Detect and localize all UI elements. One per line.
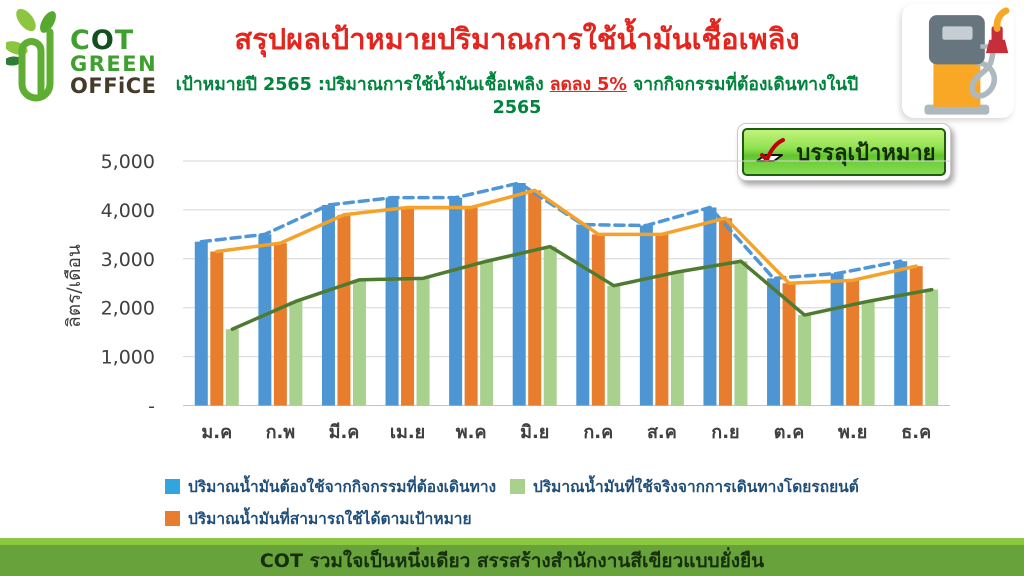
bar-ก.ย-s2 [734,261,748,406]
bar-ธ.ค-s0 [894,261,908,406]
legend-item-required: ปริมาณน้ำมันต้องใช้จากกิจกรรมที่ต้องเดิน… [165,474,510,499]
page-title: สรุปผลเป้าหมายปริมาณการใช้น้ำมันเชื้อเพล… [234,22,800,56]
subtitle-suffix: จากกิจกรรมที่ต้องเดินทางในปี 2565 [492,75,859,118]
bar-ก.ย-s0 [703,207,717,406]
x-tick-label: ก.ค [583,422,613,443]
bar-เม.ย-s0 [385,197,399,406]
footer-accent-strip [0,538,1024,545]
legend-label-actual: ปริมาณน้ำมันที่ใช้จริงจากการเดินทางโดยรถ… [533,478,859,496]
legend-label-required: ปริมาณน้ำมันต้องใช้จากกิจกรรมที่ต้องเดิน… [188,478,497,496]
y-tick-label: - [148,396,155,418]
x-tick-label: มี.ค [329,422,360,443]
y-tick-label: 2,000 [101,298,155,320]
legend-label-target: ปริมาณน้ำมันที่สามารถใช้ได้ตามเป้าหมาย [188,510,472,528]
x-tick-label: ก.พ [266,422,296,443]
bar-พ.ย-s0 [830,273,844,406]
bar-ส.ค-s0 [639,225,653,406]
logo-green: GREEN [70,52,158,77]
y-tick-label: 1,000 [101,347,155,369]
bar-มิ.ย-s2 [543,246,557,406]
bar-ก.ค-s1 [591,234,605,406]
bar-ม.ค-s2 [225,329,239,406]
logo-text: COT GREEN OFFiCE [70,27,157,97]
x-tick-label: ม.ค [201,422,232,443]
subtitle-highlight: ลดลง 5% [549,75,627,95]
bar-ก.ย-s1 [718,218,732,406]
x-tick-label: พ.ย [838,422,867,443]
fuel-usage-chart-area: 5,000 4,000 3,000 2,000 1,000 - ลิตร/เดือนม.ค ก… [0,140,1024,476]
paperclip-leaves-icon [6,8,56,102]
bar-พ.ค-s2 [480,261,494,406]
x-tick-label: ต.ค [774,422,805,443]
x-tick-label: ส.ค [647,422,677,443]
bar-ต.ค-s2 [798,315,812,406]
bar-ต.ค-s0 [767,278,781,406]
bar-ม.ค-s0 [194,241,208,406]
footer-slogan: COT รวมใจเป็นหนึ่งเดียว สรรสร้างสำนักงาน… [259,549,765,572]
chart-legend: ปริมาณน้ำมันต้องใช้จากกิจกรรมที่ต้องเดิน… [165,474,859,531]
legend-item-target: ปริมาณน้ำมันที่สามารถใช้ได้ตามเป้าหมาย [165,506,510,531]
bar-พ.ย-s2 [861,301,875,406]
y-tick-label: 5,000 [101,151,155,173]
y-axis-title: ลิตร/เดือน [63,244,85,328]
bar-ธ.ค-s2 [925,289,939,406]
bar-มิ.ย-s0 [512,183,526,406]
footer-bar: COT รวมใจเป็นหนึ่งเดียว สรรสร้างสำนักงาน… [0,545,1024,576]
bar-ม.ค-s1 [210,251,224,406]
x-tick-label: เม.ย [390,422,425,443]
x-tick-label: พ.ค [456,422,487,443]
bar-ก.พ-s0 [258,234,272,406]
bar-พ.ค-s1 [464,207,478,406]
bar-มี.ค-s1 [337,214,351,406]
bar-ส.ค-s2 [670,272,684,406]
fuel-usage-chart: 5,000 4,000 3,000 2,000 1,000 - ลิตร/เดือนม.ค ก… [63,151,950,443]
y-tick-label: 3,000 [101,249,155,271]
subtitle-prefix: เป้าหมายปี 2565 :ปริมาณการใช้น้ำมันเชื้อ… [175,75,550,95]
legend-swatch-green [510,479,525,494]
bar-มิ.ย-s1 [528,190,542,406]
cot-green-office-logo: COT GREEN OFFiCE [6,4,164,120]
series-line-s1 [215,188,918,285]
bar-ก.ค-s0 [576,224,590,406]
logo-cot: COT [70,24,135,56]
x-tick-label: มิ.ย [520,422,549,443]
fuel-pump-card [902,4,1014,118]
y-tick-label: 4,000 [101,200,155,222]
bar-ต.ค-s1 [782,283,796,406]
bar-ธ.ค-s1 [909,266,923,406]
legend-item-actual: ปริมาณน้ำมันที่ใช้จริงจากการเดินทางโดยรถ… [510,474,859,499]
bar-ก.ค-s2 [607,285,621,406]
bar-มี.ค-s2 [352,279,366,406]
bar-ก.พ-s1 [273,243,287,406]
x-tick-label: ก.ย [711,422,739,443]
bar-มี.ค-s0 [321,205,335,406]
fuel-pump-icon [924,7,1010,115]
bar-ส.ค-s1 [655,234,669,406]
bar-เม.ย-s2 [416,278,430,406]
series-line-s2 [230,244,934,331]
logo-office: OFFiCE [70,73,157,98]
bar-ก.พ-s2 [289,301,303,406]
bar-พ.ค-s0 [449,197,463,406]
bar-เม.ย-s1 [401,207,415,406]
legend-swatch-orange [165,511,180,526]
bar-พ.ย-s1 [846,280,860,406]
page-subtitle: เป้าหมายปี 2565 :ปริมาณการใช้น้ำมันเชื้อ… [160,70,874,118]
x-tick-label: ธ.ค [901,422,931,443]
legend-swatch-blue [165,479,180,494]
